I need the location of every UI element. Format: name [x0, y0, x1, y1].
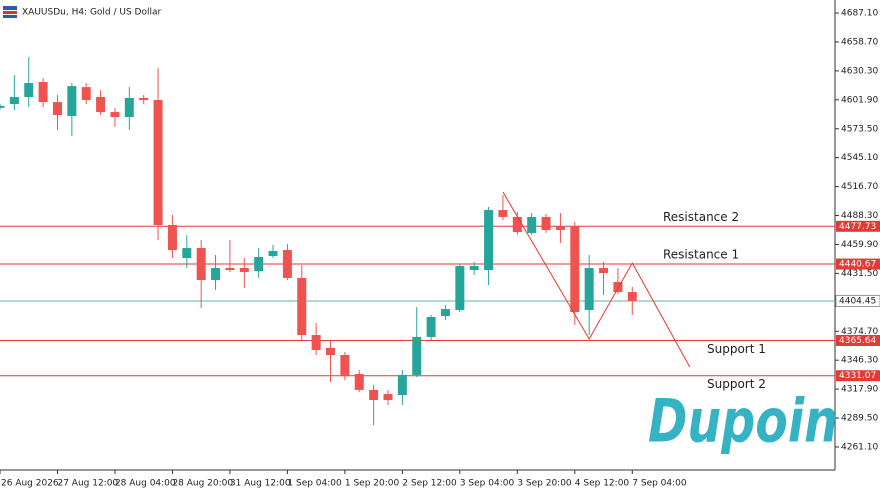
candle-body: [211, 268, 221, 281]
candle-body: [383, 394, 393, 401]
x-tick-label: 28 Aug 04:00: [115, 479, 176, 489]
candle-body: [469, 265, 479, 271]
x-tick-label: 1 Sep 20:00: [345, 479, 400, 489]
y-tick-label: 4687.10: [841, 9, 878, 19]
candle-body: [412, 336, 422, 375]
level-price-label: 4365.64: [839, 336, 876, 346]
candle-body: [282, 249, 292, 278]
y-tick-label: 4601.90: [841, 95, 878, 105]
x-tick-label: 2 Sep 12:00: [402, 479, 457, 489]
level-name: Support 2: [707, 377, 766, 391]
candle-body: [52, 102, 62, 116]
candle-body: [440, 309, 450, 316]
x-tick-label: 28 Aug 20:00: [172, 479, 233, 489]
y-tick-label: 4289.50: [841, 414, 878, 424]
candle-body: [627, 292, 637, 301]
candle-body: [311, 335, 321, 351]
candle-body: [354, 373, 364, 390]
candle-body: [297, 277, 307, 336]
x-tick-label: 1 Sep 04:00: [287, 479, 342, 489]
plot-area: [0, 57, 835, 425]
candle-body: [512, 216, 522, 233]
current-price-box: [835, 294, 880, 307]
x-tick-label: 31 Aug 12:00: [230, 479, 291, 489]
candle-body: [268, 250, 278, 256]
level-price-box: [836, 334, 880, 346]
candle-body: [527, 216, 537, 233]
chart-title: XAUUSDu, H4: Gold / US Dollar: [22, 8, 162, 18]
y-tick-label: 4459.90: [841, 240, 878, 250]
y-tick-label: 4545.10: [841, 153, 878, 163]
level-price-box: [836, 258, 880, 270]
y-tick-label: 4346.30: [841, 356, 878, 366]
x-tick-label: 27 Aug 12:00: [57, 479, 118, 489]
candle-body: [196, 248, 206, 281]
candle-body: [584, 268, 594, 310]
candle-body: [153, 100, 163, 226]
level-price-label: 4331.07: [839, 371, 876, 381]
y-tick-label: 4261.10: [841, 442, 878, 452]
candle-body: [225, 268, 235, 271]
candle-body: [369, 389, 379, 401]
candle-body: [498, 210, 508, 217]
candle-body: [555, 226, 565, 231]
level-price-label: 4477.73: [839, 222, 876, 232]
candle-body: [167, 225, 177, 250]
x-tick-label: 3 Sep 20:00: [517, 479, 572, 489]
symbol-icon: [3, 6, 17, 18]
candle-body: [599, 268, 609, 273]
x-tick-label: 26 Aug 2026: [1, 479, 59, 489]
y-tick-label: 4317.90: [841, 385, 878, 395]
projection-line: [502, 191, 691, 368]
candle-body: [340, 354, 350, 376]
candle-body: [96, 96, 106, 113]
candle-body: [9, 96, 19, 105]
level-name: Resistance 2: [663, 210, 739, 224]
candle-body: [124, 97, 134, 118]
candle-body: [254, 257, 264, 272]
y-tick-label: 4516.70: [841, 182, 878, 192]
candle-body: [426, 317, 436, 337]
level-name: Support 1: [707, 342, 766, 356]
y-tick-label: 4630.30: [841, 66, 878, 76]
candle-body: [239, 268, 249, 272]
candle-body: [110, 112, 120, 118]
candle-body: [541, 216, 551, 231]
candle-body: [397, 374, 407, 396]
y-tick-label: 4374.70: [841, 327, 878, 337]
y-tick-label: 4488.30: [841, 211, 878, 221]
level-price-label: 4440.67: [839, 260, 876, 270]
candle-body: [613, 281, 623, 293]
candle-body: [484, 210, 494, 271]
y-tick-label: 4658.70: [841, 37, 878, 47]
candle-body: [38, 82, 48, 103]
current-price-label: 4404.45: [839, 296, 876, 306]
x-tick-label: 4 Sep 12:00: [575, 479, 630, 489]
candle-body: [81, 87, 91, 101]
candle-body: [67, 86, 77, 117]
candle-body: [24, 83, 34, 97]
candle-body: [326, 347, 336, 355]
watermark: Dupoin: [648, 387, 838, 457]
level-price-box: [836, 220, 880, 232]
y-tick-label: 4573.50: [841, 124, 878, 134]
candle-body: [0, 105, 5, 108]
x-tick-label: 7 Sep 04:00: [632, 479, 687, 489]
candle-body: [455, 265, 465, 310]
x-tick-label: 3 Sep 04:00: [460, 479, 515, 489]
level-price-box: [836, 370, 880, 382]
y-tick-label: 4431.50: [841, 269, 878, 279]
candle-body: [570, 226, 580, 313]
candle-body: [139, 97, 149, 101]
candle-body: [182, 248, 192, 259]
level-name: Resistance 1: [663, 248, 739, 262]
